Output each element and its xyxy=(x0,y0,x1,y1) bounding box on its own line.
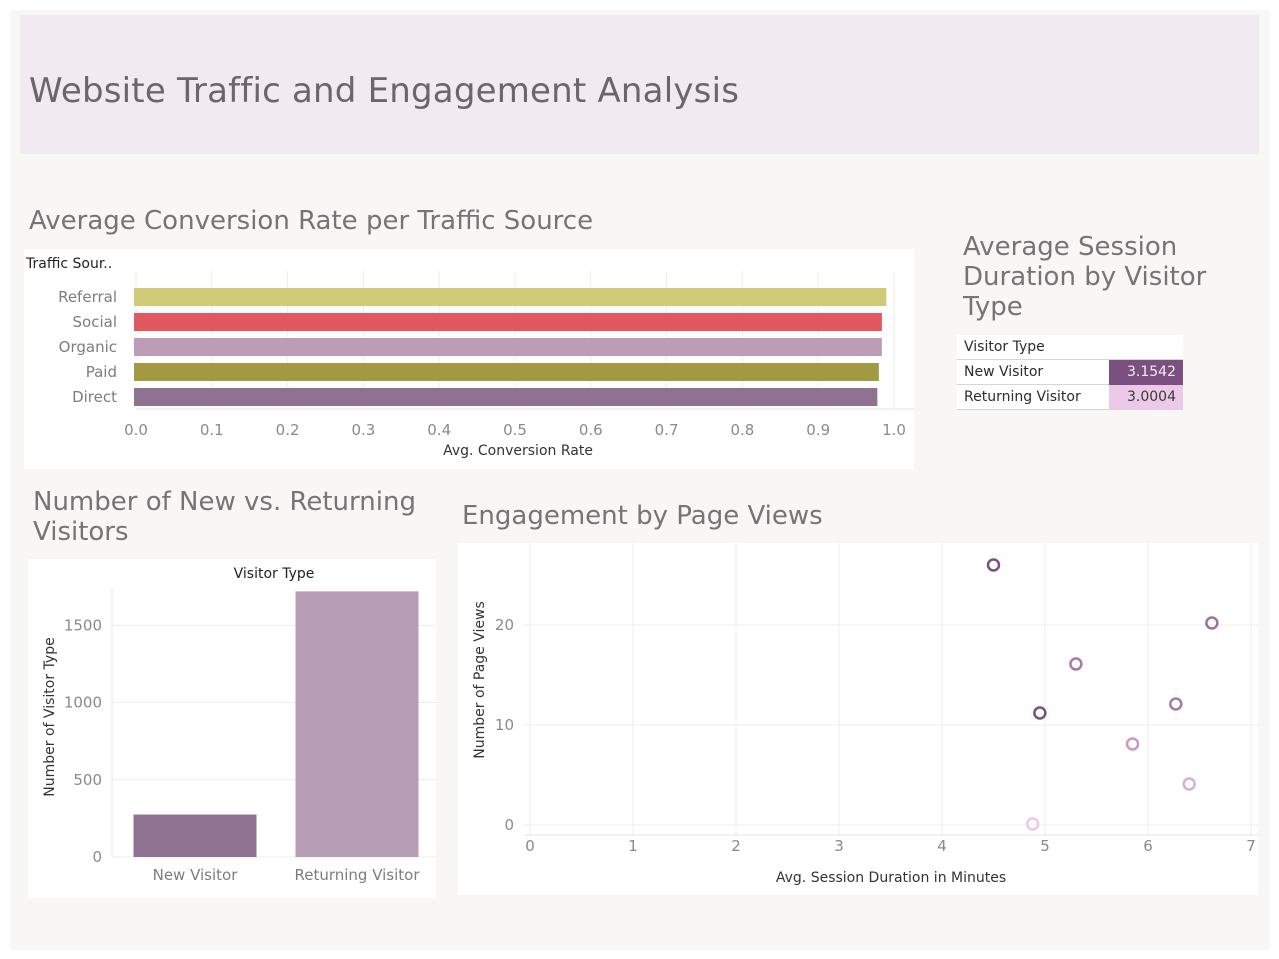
engagement-x-tick-label: 7 xyxy=(1246,837,1256,855)
conversion-x-tick-label: 0.8 xyxy=(730,421,754,439)
engagement-y-tick-label: 10 xyxy=(495,716,514,734)
traffic-source-label: Referral xyxy=(58,288,117,306)
conversion-x-tick-label: 0.4 xyxy=(427,421,451,439)
conversion-x-axis-title: Avg. Conversion Rate xyxy=(443,443,593,459)
session-duration-title: Average Session Duration by Visitor Type xyxy=(963,232,1207,322)
visitors-y-tick-label: 0 xyxy=(92,848,102,866)
conversion-x-tick-label: 0.5 xyxy=(503,421,527,439)
conversion-chart-panel: Traffic Sour.. Avg. Conversion Rate 0.0 0… xyxy=(24,249,914,469)
title-band: Website Traffic and Engagement Analysis xyxy=(20,15,1259,154)
conversion-x-tick-label: 0.6 xyxy=(579,421,603,439)
returning-visitor-label: Returning Visitor xyxy=(957,384,1109,410)
engagement-point xyxy=(1169,697,1183,711)
dashboard: Website Traffic and Engagement Analysis … xyxy=(10,10,1270,950)
conversion-x-tick-label: 1.0 xyxy=(882,421,906,439)
engagement-point xyxy=(1025,817,1040,831)
new-visitor-label: New Visitor xyxy=(957,359,1109,385)
conversion-x-tick-label: 0.1 xyxy=(200,421,224,439)
engagement-x-tick-label: 6 xyxy=(1143,837,1153,855)
traffic-source-label: Direct xyxy=(72,388,117,406)
conversion-x-tick-label: 0.3 xyxy=(351,421,375,439)
visitors-chart-panel: Visitor Type Number of Visitor Type 0 500… xyxy=(28,559,436,898)
conversion-x-tick-label: 0.9 xyxy=(806,421,830,439)
engagement-x-tick-label: 0 xyxy=(525,837,535,855)
traffic-source-header: Traffic Sour.. xyxy=(25,256,112,272)
engagement-chart-panel: Avg. Session Duration in Minutes Number … xyxy=(458,543,1258,895)
returning-visitor-duration-value: 3.0004 xyxy=(1109,384,1183,410)
conversion-bar-chart: Traffic Sour.. Avg. Conversion Rate 0.0 0… xyxy=(25,256,914,459)
conversion-x-tick-label: 0.7 xyxy=(655,421,679,439)
session-duration-table: Visitor Type New Visitor 3.1542 Returnin… xyxy=(957,335,1183,410)
visitor-type-column-header: Visitor Type xyxy=(234,566,315,582)
visitors-category-label: Returning Visitor xyxy=(294,866,420,884)
engagement-x-tick-label: 3 xyxy=(834,837,844,855)
engagement-y-tick-label: 0 xyxy=(504,816,514,834)
conversion-x-tick-label: 0.2 xyxy=(276,421,300,439)
visitors-category-label: New Visitor xyxy=(153,866,239,884)
traffic-source-label: Paid xyxy=(86,363,117,381)
engagement-point xyxy=(1069,657,1083,671)
visitors-chart-title: Number of New vs. Returning Visitors xyxy=(33,487,416,547)
engagement-y-tick-label: 20 xyxy=(495,616,514,634)
engagement-point xyxy=(1205,616,1219,630)
visitors-y-tick-label: 500 xyxy=(73,771,102,789)
page-title: Website Traffic and Engagement Analysis xyxy=(29,71,740,111)
engagement-point xyxy=(1182,777,1196,791)
engagement-x-tick-label: 5 xyxy=(1040,837,1050,855)
conversion-bar-referral xyxy=(134,288,887,306)
engagement-point xyxy=(986,558,1001,572)
traffic-source-label: Organic xyxy=(59,338,117,356)
conversion-bar-organic xyxy=(134,338,882,356)
visitors-y-tick-label: 1500 xyxy=(64,616,102,634)
new-visitor-duration-value: 3.1542 xyxy=(1109,359,1183,385)
visitors-y-axis-title: Number of Visitor Type xyxy=(42,637,58,796)
engagement-y-axis-title: Number of Page Views xyxy=(472,601,488,759)
conversion-chart-title: Average Conversion Rate per Traffic Sour… xyxy=(29,206,594,236)
visitor-type-header: Visitor Type xyxy=(957,335,1183,360)
conversion-x-tick-label: 0.0 xyxy=(124,421,148,439)
engagement-x-tick-label: 4 xyxy=(937,837,947,855)
engagement-scatter-chart: Avg. Session Duration in Minutes Number … xyxy=(472,543,1258,886)
visitors-bar-returning-visitor xyxy=(295,591,419,857)
conversion-bar-social xyxy=(134,313,882,331)
visitors-bar-new-visitor xyxy=(133,814,257,857)
engagement-point xyxy=(1125,737,1140,751)
traffic-source-label: Social xyxy=(73,313,117,331)
engagement-point xyxy=(1033,706,1047,720)
visitors-y-tick-label: 1000 xyxy=(64,694,102,712)
conversion-bar-direct xyxy=(134,388,878,406)
engagement-x-tick-label: 1 xyxy=(628,837,638,855)
engagement-x-axis-title: Avg. Session Duration in Minutes xyxy=(776,870,1006,886)
visitors-bar-chart: Visitor Type Number of Visitor Type 0 500… xyxy=(42,566,436,884)
engagement-x-tick-label: 2 xyxy=(731,837,741,855)
conversion-bar-paid xyxy=(134,363,879,381)
engagement-chart-title: Engagement by Page Views xyxy=(462,501,823,531)
